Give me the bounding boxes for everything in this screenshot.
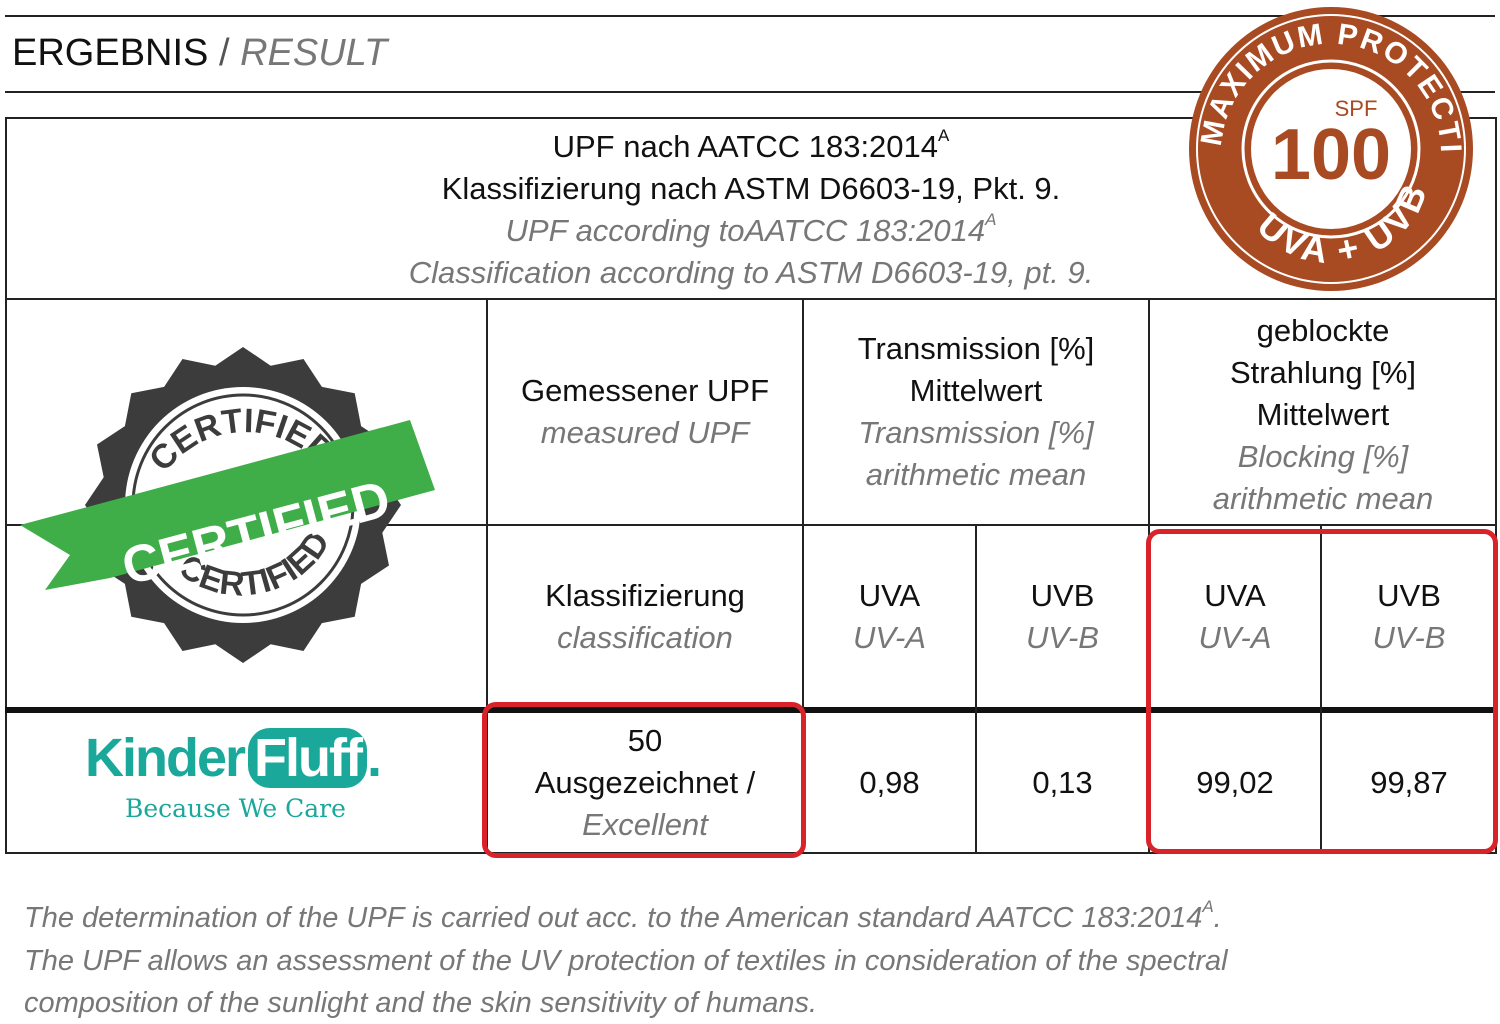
footnote-line3: composition of the sunlight and the skin…	[24, 987, 818, 1019]
top-rule	[5, 15, 1495, 17]
result-trans-uvb: 0,13	[1032, 765, 1093, 800]
page-title: ERGEBNIS / RESULT	[12, 32, 387, 75]
result-trans-uva: 0,98	[859, 765, 920, 800]
header-block-uva: UVA UV-A	[1198, 578, 1272, 655]
kinderfluff-logo: Kinder Fluff. Because We Care	[85, 728, 382, 823]
thick-divider	[5, 707, 1497, 713]
result-classification: 50 Ausgezeichnet / Excellent	[534, 723, 756, 842]
header-blocking: geblockte Strahlung [%] Mittelwert Blocking…	[1212, 313, 1434, 516]
divider	[486, 299, 488, 853]
title-de: ERGEBNIS	[12, 32, 209, 74]
title-en: RESULT	[240, 32, 388, 74]
title-rule	[5, 91, 1495, 93]
standard-line3: UPF according toAATCC 183:2014A	[505, 209, 997, 248]
divider	[975, 525, 977, 853]
standard-header: UPF nach AATCC 183:2014A Klassifizierung…	[5, 122, 1497, 297]
svg-text:100: 100	[1271, 115, 1391, 195]
standard-line4: Classification according to ASTM D6603-1…	[408, 254, 1094, 290]
divider	[802, 299, 804, 853]
header-trans-uva: UVA UV-A	[853, 578, 926, 655]
divider	[1320, 525, 1322, 853]
svg-text:SPF: SPF	[1335, 96, 1378, 121]
result-block-uva: 99,02	[1196, 765, 1274, 800]
footnote-line1: The determination of the UPF is carried …	[24, 897, 1222, 934]
divider	[5, 524, 1497, 526]
title-sep: /	[208, 32, 241, 74]
result-block-uvb: 99,87	[1370, 765, 1448, 800]
highlight-classification	[482, 702, 806, 858]
spf-100-badge-icon: MAXIMUM PROTECTION UVA + UVB SPF 100	[1186, 4, 1473, 291]
header-trans-uvb: UVB UV-B	[1026, 578, 1099, 655]
standard-line1: UPF nach AATCC 183:2014A	[552, 125, 950, 164]
divider	[5, 298, 1497, 300]
certified-seal-icon: CERTIFIED CERTIFIED CERTIFIED	[20, 347, 435, 663]
standard-line2: Klassifizierung nach ASTM D6603-19, Pkt.…	[441, 170, 1061, 206]
footnote-line2: The UPF allows an assessment of the UV p…	[24, 945, 1228, 977]
header-classification: Klassifizierung classification	[545, 578, 745, 655]
header-transmission: Transmission [%] Mittelwert Transmission […	[857, 331, 1095, 492]
header-block-uvb: UVB UV-B	[1372, 578, 1446, 655]
header-measured-upf: Gemessener UPF measured UPF	[520, 373, 770, 450]
highlight-blocking	[1146, 529, 1498, 854]
